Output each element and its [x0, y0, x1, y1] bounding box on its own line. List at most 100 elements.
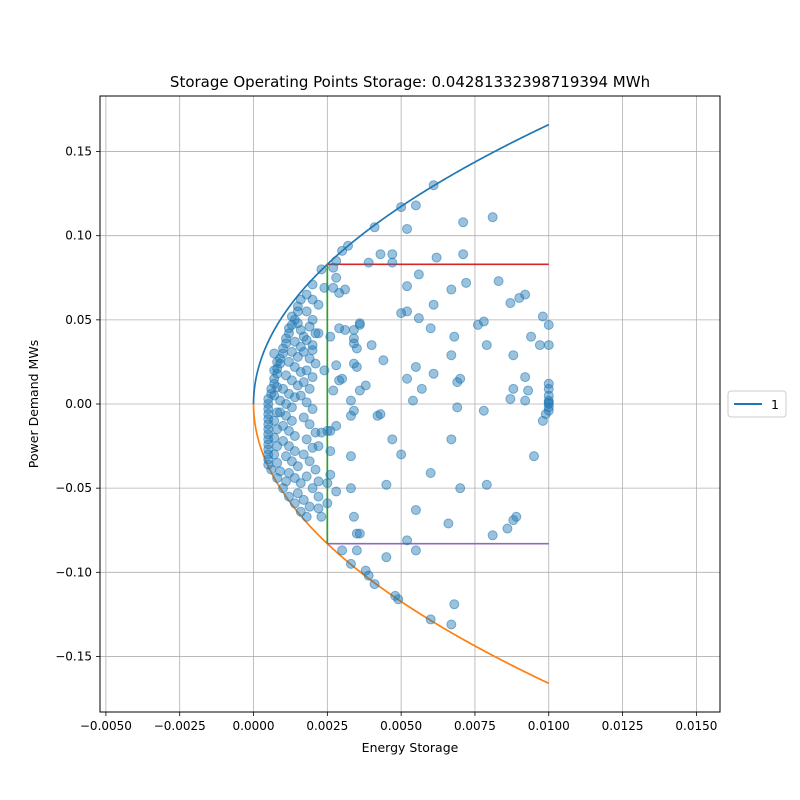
scatter-point [263, 429, 274, 440]
y-tick-label: 0.10 [65, 229, 92, 243]
scatter-point [307, 442, 318, 453]
scatter-point [301, 397, 312, 408]
scatter-point [345, 410, 356, 421]
scatter-point [351, 545, 362, 556]
scatter-point [310, 328, 321, 339]
scatter-point [334, 287, 345, 298]
scatter-point [407, 395, 418, 406]
scatter-point [322, 478, 333, 489]
scatter-point [481, 340, 492, 351]
scatter-point [319, 282, 330, 293]
scatter-point [520, 289, 531, 300]
scatter-point [396, 308, 407, 319]
scatter-point [543, 399, 554, 409]
y-tick-label: −0.10 [55, 565, 92, 579]
scatter-point [431, 252, 442, 263]
scatter-point [289, 446, 300, 457]
scatter-point [263, 404, 274, 415]
scatter-point [345, 483, 356, 494]
scatter-point [283, 328, 294, 339]
scatter-point [307, 372, 318, 383]
scatter-point [402, 281, 413, 292]
scatter-point [481, 479, 492, 490]
scatter-point [537, 311, 548, 322]
scatter-point [478, 405, 489, 416]
y-axis-label: Power Demand MWs [26, 340, 41, 468]
scatter-point [520, 395, 531, 406]
scatter-point [301, 306, 312, 317]
scatter-point [331, 486, 342, 497]
scatter-point [269, 348, 280, 359]
scatter-points [263, 180, 554, 630]
scatter-point [478, 316, 489, 327]
scatter-point [366, 340, 377, 351]
scatter-point [523, 385, 534, 396]
scatter-point [534, 340, 545, 351]
scatter-point [322, 425, 333, 436]
scatter-point [337, 373, 348, 384]
scatter-point [402, 306, 413, 317]
scatter-point [387, 434, 398, 445]
scatter-point [281, 399, 291, 409]
scatter-point [263, 399, 274, 409]
scatter-point [263, 393, 274, 404]
scatter-point [425, 323, 436, 334]
scatter-point [275, 466, 286, 477]
y-tick-label: 0.15 [65, 145, 92, 159]
scatter-point [304, 501, 315, 512]
scatter-point [289, 498, 300, 509]
y-tick-label: −0.15 [55, 649, 92, 663]
scatter-point [425, 614, 436, 625]
scatter-point [375, 249, 386, 260]
scatter-point [410, 361, 421, 372]
scatter-point [446, 284, 457, 295]
scatter-point [369, 222, 380, 233]
scatter-point [292, 488, 303, 499]
legend-label-1: 1 [771, 397, 779, 412]
scatter-point [266, 388, 277, 399]
scatter-point [301, 434, 312, 445]
scatter-point [340, 284, 351, 295]
scatter-point [331, 272, 342, 283]
scatter-point [301, 471, 312, 482]
scatter-point [295, 390, 306, 401]
y-tick-label: −0.05 [55, 481, 92, 495]
scatter-point [487, 530, 498, 541]
scatter-point [322, 498, 333, 509]
x-tick-label: 0.0025 [306, 719, 348, 733]
scatter-point [298, 346, 309, 357]
scatter-point [428, 368, 439, 379]
scatter-point [508, 350, 519, 361]
scatter-point [402, 535, 413, 546]
scatter-point [295, 478, 306, 489]
scatter-point [316, 264, 327, 275]
scatter-point [413, 269, 424, 280]
scatter-point [487, 212, 498, 223]
scatter-point [351, 528, 362, 539]
scatter-point [313, 299, 324, 310]
scatter-point [304, 383, 315, 394]
scatter-point [360, 565, 371, 576]
scatter-point [310, 464, 321, 475]
scatter-point [286, 415, 297, 426]
scatter-point [313, 441, 324, 452]
scatter-point [410, 200, 421, 211]
scatter-point [301, 511, 312, 522]
scatter-point [301, 365, 312, 376]
scatter-point [372, 410, 383, 421]
scatter-point [458, 249, 469, 260]
scatter-point [345, 395, 356, 406]
x-tick-label: 0.0050 [380, 719, 422, 733]
scatter-point [452, 377, 463, 388]
chart-title: Storage Operating Points Storage: 0.0428… [170, 73, 650, 91]
x-tick-label: 0.0000 [233, 719, 275, 733]
scatter-point [307, 279, 318, 290]
scatter-point [526, 331, 537, 342]
scatter-point [348, 333, 359, 344]
axis-ticks: −0.0050 −0.0025 0.0000 0.0025 0.0050 0.0075 0.… [55, 145, 717, 733]
scatter-point [263, 434, 274, 445]
scatter-point [328, 385, 339, 396]
scatter-point [458, 217, 469, 228]
scatter-point [325, 331, 336, 342]
